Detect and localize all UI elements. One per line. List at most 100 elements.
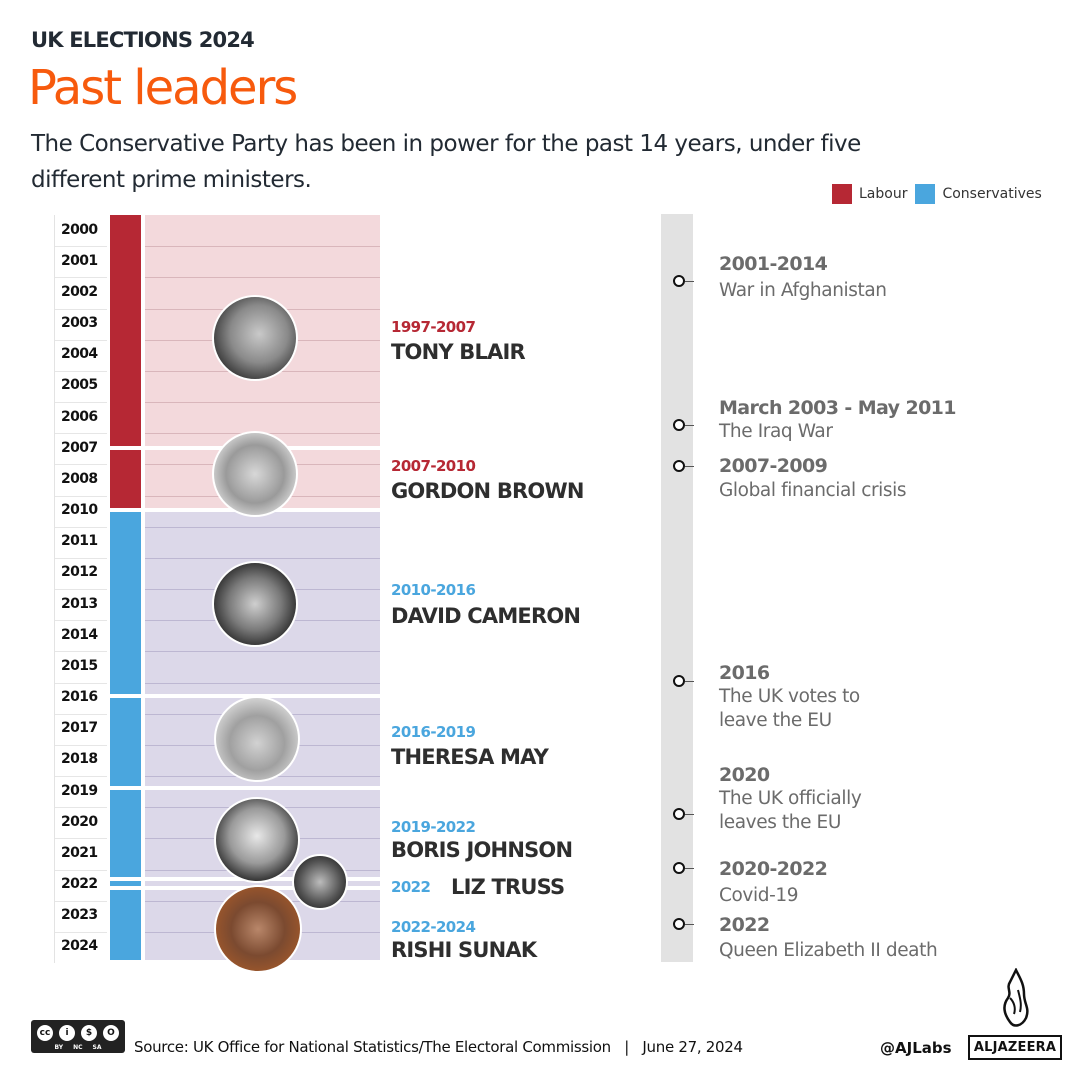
sharealike-icon: O <box>101 1022 121 1043</box>
year-divider <box>55 651 107 653</box>
year-divider <box>55 370 107 372</box>
event-date-afghanistan: 2001-2014 <box>719 253 828 275</box>
event-connector <box>685 466 694 467</box>
gridline <box>145 651 380 653</box>
year-label: 2021 <box>61 844 98 861</box>
event-marker-icon <box>673 460 685 472</box>
band-truss <box>145 881 380 886</box>
pm-years-johnson: 2019-2022 <box>391 818 476 836</box>
source-line: Source: UK Office for National Statistic… <box>134 1038 743 1056</box>
gridline <box>145 526 380 528</box>
pm-name-truss: LIZ TRUSS <box>451 875 565 899</box>
year-divider <box>55 464 107 466</box>
event-desc-covid: Covid-19 <box>719 885 799 906</box>
year-divider <box>55 495 107 497</box>
bar-johnson <box>110 790 141 877</box>
gridline <box>145 682 380 684</box>
year-label: 2014 <box>61 626 98 643</box>
bar-brown <box>110 450 141 508</box>
year-divider <box>55 557 107 559</box>
portrait-gordon-brown <box>212 431 298 517</box>
year-label: 2003 <box>61 315 98 332</box>
event-desc-line: The UK officially <box>719 788 862 809</box>
year-label: 2017 <box>61 720 98 737</box>
event-marker-icon <box>673 808 685 820</box>
year-divider <box>55 776 107 777</box>
pm-name-sunak: RISHI SUNAK <box>391 938 537 962</box>
kicker-label: UK ELECTIONS 2024 <box>31 28 255 52</box>
year-divider <box>55 246 107 248</box>
year-axis: 2000 2001 2002 2003 2004 2005 2006 2007 2008 2010… <box>54 215 109 963</box>
year-divider <box>55 526 107 528</box>
license-label: BY <box>54 1043 64 1051</box>
noncommercial-icon: $ <box>79 1022 99 1043</box>
event-desc-line: leave the EU <box>719 710 832 731</box>
year-label: 2004 <box>61 346 98 363</box>
event-marker-icon <box>673 918 685 930</box>
event-connector <box>685 425 694 426</box>
pm-years-blair: 1997-2007 <box>391 318 476 336</box>
event-date-covid: 2020-2022 <box>719 858 828 880</box>
legend: Labour Conservatives <box>832 184 1050 204</box>
event-desc-line: leaves the EU <box>719 812 841 833</box>
year-divider <box>55 807 107 809</box>
event-desc-brexit-vote: The UK votes to leave the EU <box>719 685 860 733</box>
events-timeline-rail <box>661 214 693 962</box>
year-divider <box>55 308 107 310</box>
pm-years-brown: 2007-2010 <box>391 457 476 475</box>
by-attribution-icon: i <box>57 1022 77 1043</box>
year-label: 2022 <box>61 876 98 893</box>
year-label: 2000 <box>61 221 98 238</box>
pm-name-blair: TONY BLAIR <box>391 340 526 364</box>
legend-label: Conservatives <box>942 186 1042 202</box>
year-label: 2012 <box>61 564 98 581</box>
labour-swatch-icon <box>832 184 852 204</box>
portrait-boris-johnson <box>214 797 300 883</box>
conservative-swatch-icon <box>915 184 936 204</box>
pm-years-may: 2016-2019 <box>391 723 476 741</box>
event-connector <box>685 281 694 282</box>
event-marker-icon <box>673 275 685 287</box>
pm-name-may: THERESA MAY <box>391 745 549 769</box>
twitter-handle: @AJLabs <box>880 1039 952 1057</box>
pm-name-cameron: DAVID CAMERON <box>391 604 581 628</box>
year-label: 2006 <box>61 408 98 425</box>
portrait-liz-truss <box>292 854 348 910</box>
pm-name-brown: GORDON BROWN <box>391 479 584 503</box>
license-label: NC <box>73 1043 83 1051</box>
event-date-financial-crisis: 2007-2009 <box>719 455 828 477</box>
bar-blair <box>110 215 141 446</box>
subtitle: The Conservative Party has been in power… <box>31 131 861 193</box>
pm-years-sunak: 2022-2024 <box>391 918 476 936</box>
year-divider <box>55 339 107 341</box>
year-divider <box>55 869 107 871</box>
year-divider <box>55 682 107 684</box>
gridline <box>145 277 380 279</box>
legend-item-labour: Labour <box>832 184 907 204</box>
bar-sunak <box>110 890 141 960</box>
year-divider <box>55 931 107 933</box>
year-label: 2024 <box>61 938 98 955</box>
event-date-queen: 2022 <box>719 914 770 936</box>
event-desc-line: The UK votes to <box>719 686 860 707</box>
year-divider <box>55 744 107 746</box>
bar-cameron <box>110 512 141 694</box>
year-label: 2016 <box>61 689 98 706</box>
year-divider <box>55 900 107 902</box>
year-label: 2018 <box>61 751 98 768</box>
creative-commons-badge: cc i $ O BY NC SA <box>31 1020 125 1053</box>
event-date-brexit: 2020 <box>719 764 770 786</box>
event-marker-icon <box>673 862 685 874</box>
event-marker-icon <box>673 419 685 431</box>
pm-name-johnson: BORIS JOHNSON <box>391 838 573 862</box>
year-divider <box>55 713 107 715</box>
year-label: 2023 <box>61 907 98 924</box>
year-divider <box>55 433 107 435</box>
event-desc-afghanistan: War in Afghanistan <box>719 280 887 301</box>
cc-icon: cc <box>35 1022 55 1043</box>
portrait-theresa-may <box>214 696 300 782</box>
event-desc-brexit: The UK officially leaves the EU <box>719 787 862 835</box>
aljazeera-calligraphy-logo-icon <box>1003 968 1029 1027</box>
pm-years-cameron: 2010-2016 <box>391 581 476 599</box>
bar-may <box>110 698 141 786</box>
